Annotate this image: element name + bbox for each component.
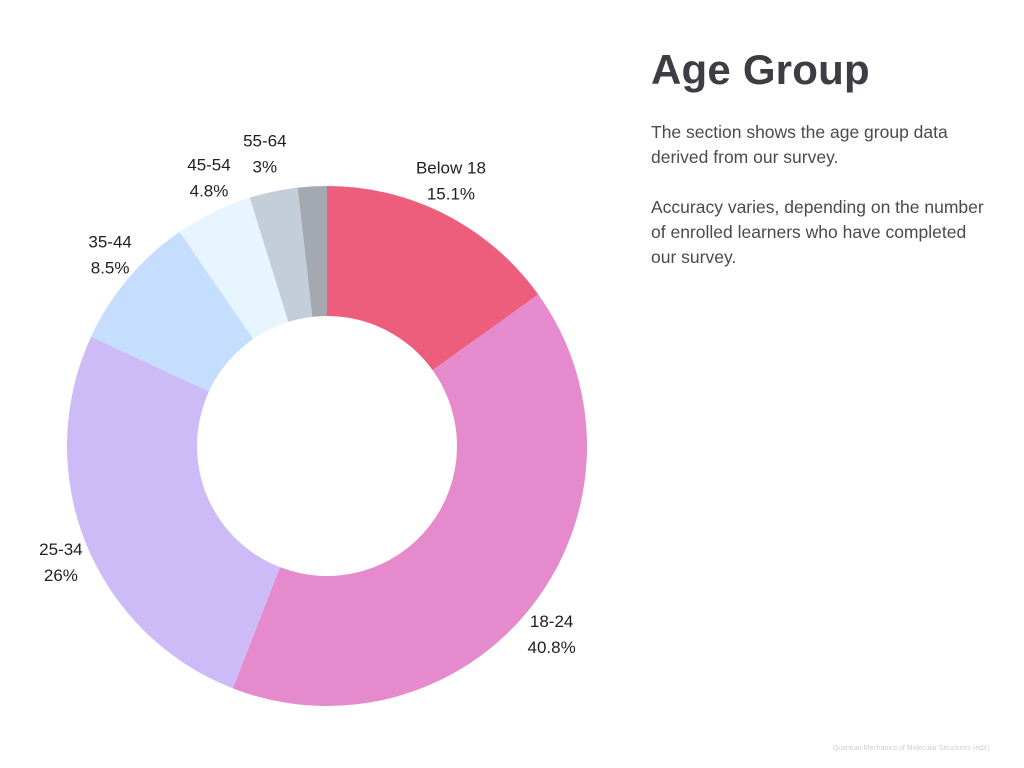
page-title: Age Group [651, 46, 870, 93]
label-category-18-24: 18-24 [530, 612, 573, 631]
slice-55-64 [249, 187, 313, 322]
description-panel: Age Group The section shows the age grou… [651, 46, 991, 295]
slice-labels: Below 18 15.1% 18-24 40.8% 25-34 26% 35-44 8.5%… [39, 131, 576, 657]
slice-35-44 [91, 231, 254, 392]
slice-25-34 [66, 336, 280, 689]
footer-source: Quantum Mechanics of Molecular Structure… [832, 745, 990, 752]
label-category-35-44: 35-44 [88, 232, 131, 251]
label-category-45-54: 45-54 [187, 155, 230, 174]
label-value-55-64: 3% [253, 157, 278, 176]
description-paragraph-2: Accuracy varies, depending on the number… [651, 197, 984, 267]
label-value-18-24: 40.8% [528, 638, 576, 657]
label-value-35-44: 8.5% [91, 258, 130, 277]
age-group-donut-chart: Below 18 15.1% 18-24 40.8% 25-34 26% 35-44 8.5%… [39, 131, 587, 706]
slice-45-54 [179, 197, 289, 339]
label-value-25-34: 26% [44, 566, 78, 585]
slice-65 [297, 186, 327, 317]
description-paragraph-1: The section shows the age group data der… [651, 122, 948, 167]
label-value-below-18: 15.1% [427, 184, 475, 203]
label-value-45-54: 4.8% [190, 181, 229, 200]
slice-18-24 [232, 294, 587, 706]
label-category-below-18: Below 18 [416, 158, 486, 177]
label-category-55-64: 55-64 [243, 131, 286, 150]
label-category-25-34: 25-34 [39, 540, 82, 559]
slice-below-18 [327, 186, 539, 371]
donut-slices [66, 186, 587, 706]
